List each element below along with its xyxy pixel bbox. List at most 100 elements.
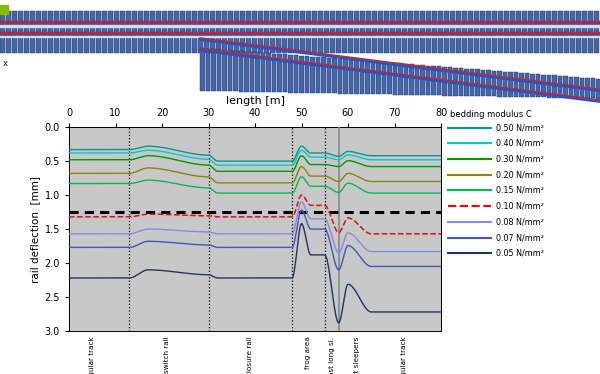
Bar (216, 11, 221, 53)
Bar (343, 59, 347, 94)
Bar (491, 71, 496, 96)
Bar (468, 11, 473, 53)
Bar (66, 11, 71, 53)
Bar (582, 11, 587, 53)
Bar (492, 11, 497, 53)
Bar (453, 68, 458, 96)
Bar (84, 11, 89, 53)
Bar (563, 76, 568, 98)
Bar (12, 11, 17, 53)
Bar (349, 59, 353, 94)
Bar (557, 76, 562, 98)
Bar (337, 59, 342, 94)
Bar (217, 49, 221, 91)
Bar (387, 62, 392, 95)
Bar (258, 11, 263, 53)
Bar (569, 77, 573, 98)
Bar (6, 11, 11, 53)
Bar (310, 56, 314, 93)
Bar (200, 48, 205, 91)
Bar (456, 11, 461, 53)
Bar (360, 11, 365, 53)
Text: closure rail: closure rail (247, 337, 253, 374)
Text: 0.30 N/mm²: 0.30 N/mm² (496, 154, 544, 163)
Bar (420, 11, 425, 53)
X-axis label: length [m]: length [m] (226, 96, 284, 106)
Bar (464, 68, 469, 96)
Text: short sleepers: short sleepers (354, 337, 360, 374)
Bar (530, 74, 535, 97)
Bar (359, 61, 364, 94)
Text: bedding modulus C: bedding modulus C (450, 110, 532, 119)
Bar (54, 11, 59, 53)
Bar (150, 11, 155, 53)
Bar (519, 73, 523, 97)
Bar (192, 11, 197, 53)
Bar (102, 11, 107, 53)
Bar (486, 11, 491, 53)
Bar (438, 11, 443, 53)
Bar (564, 11, 569, 53)
Bar (336, 11, 341, 53)
Bar (210, 11, 215, 53)
Bar (227, 50, 232, 91)
Bar (442, 67, 446, 95)
Bar (246, 11, 251, 53)
Text: last long sl.: last long sl. (329, 337, 335, 374)
Bar (444, 11, 449, 53)
Bar (321, 58, 325, 93)
Bar (448, 67, 452, 96)
Bar (24, 11, 29, 53)
Bar (0, 5, 8, 14)
Bar (156, 11, 161, 53)
Text: regular track: regular track (89, 337, 95, 374)
Bar (318, 11, 323, 53)
Bar (168, 11, 173, 53)
Bar (244, 52, 248, 92)
Bar (30, 11, 35, 53)
Bar (547, 75, 551, 98)
Bar (594, 11, 599, 53)
Text: frog area: frog area (305, 337, 311, 369)
Bar (162, 11, 167, 53)
Bar (376, 62, 380, 94)
Bar (354, 11, 359, 53)
Bar (18, 11, 23, 53)
Bar (120, 11, 125, 53)
Bar (414, 11, 419, 53)
Bar (546, 11, 551, 53)
Text: switch rail: switch rail (164, 337, 170, 373)
Bar (205, 49, 210, 91)
Bar (222, 11, 227, 53)
Text: 0.40 N/mm²: 0.40 N/mm² (496, 139, 544, 148)
Bar (574, 77, 578, 98)
Bar (0, 36, 600, 37)
Bar (348, 11, 353, 53)
Bar (271, 53, 276, 92)
Bar (0, 32, 600, 35)
Bar (0, 11, 5, 53)
Bar (552, 76, 557, 98)
Bar (288, 55, 293, 92)
Bar (0, 21, 600, 25)
Bar (108, 11, 113, 53)
Bar (516, 11, 521, 53)
Bar (588, 11, 593, 53)
Bar (211, 49, 215, 91)
Bar (180, 11, 185, 53)
Bar (316, 57, 320, 93)
Bar (596, 79, 600, 98)
Bar (536, 74, 540, 97)
Bar (260, 53, 265, 92)
Bar (432, 11, 437, 53)
Bar (264, 11, 269, 53)
Bar (144, 11, 149, 53)
Bar (252, 11, 257, 53)
Bar (480, 11, 485, 53)
Text: 0.50 N/mm²: 0.50 N/mm² (496, 123, 544, 132)
Bar (437, 67, 441, 95)
Bar (365, 61, 370, 94)
Bar (514, 73, 518, 97)
Bar (342, 11, 347, 53)
Bar (332, 58, 337, 94)
